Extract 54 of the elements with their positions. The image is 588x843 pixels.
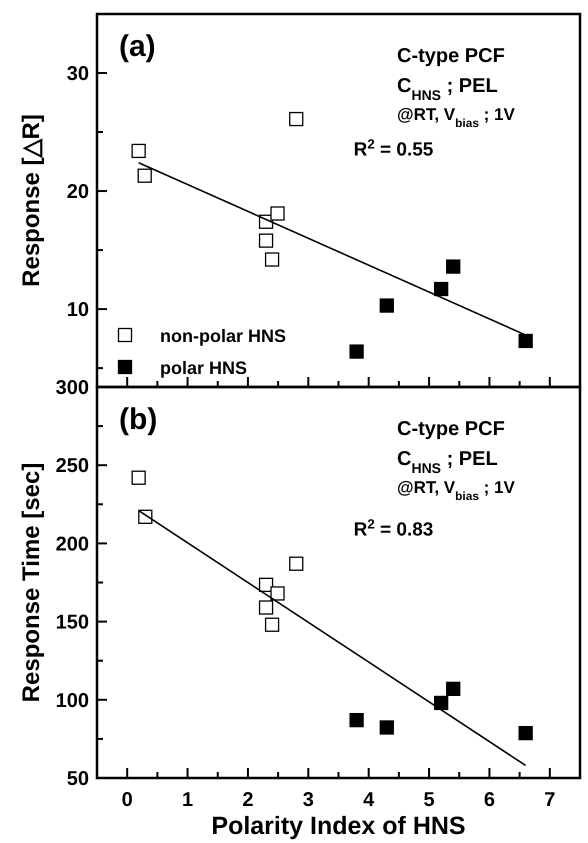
point — [289, 556, 304, 571]
y-tick-label: 200 — [56, 533, 89, 556]
y-tick-label: 20 — [66, 181, 89, 204]
point — [289, 112, 304, 126]
annotation: R$^{2}$ = 0.83 — [354, 516, 434, 541]
point — [264, 618, 280, 632]
legend-label: polar HNS — [160, 358, 248, 378]
point — [518, 334, 533, 348]
point — [349, 712, 364, 728]
annotation: @RT, V$_{bias}$ ; 1V — [397, 105, 516, 130]
point — [258, 600, 274, 615]
point — [258, 578, 274, 592]
point — [446, 682, 460, 696]
point — [270, 206, 285, 221]
y-tick-label: 300 — [56, 377, 89, 399]
annotation: @RT, V$_{bias}$ ; 1V — [397, 478, 516, 503]
annotation: (b) — [119, 403, 158, 436]
x-axis-title: Polarity Index of HNS — [211, 812, 466, 840]
x-tick-label: 3 — [302, 789, 314, 811]
annotation: C-type PCF — [397, 418, 505, 440]
point — [132, 470, 146, 485]
point — [434, 282, 448, 296]
x-tick-label: 6 — [484, 789, 495, 811]
x-tick-label: 5 — [424, 789, 435, 811]
x-tick-label: 1 — [182, 789, 194, 811]
point — [518, 726, 533, 740]
y-tick-label: 10 — [66, 299, 89, 322]
x-tick-label: 7 — [544, 789, 556, 811]
annotation: C$_{HNS}$ ; PEL — [397, 448, 498, 476]
point — [380, 298, 394, 313]
x-tick-label: 2 — [242, 789, 254, 811]
y-tick-label: 250 — [56, 455, 89, 478]
annotation: C-type PCF — [397, 45, 505, 67]
point — [270, 586, 285, 601]
point — [380, 720, 394, 735]
annotation: C$_{HNS}$ ; PEL — [397, 75, 498, 103]
point — [434, 696, 448, 710]
y-tick-label: 30 — [66, 63, 89, 86]
point — [132, 144, 146, 158]
point — [138, 168, 152, 183]
y-tick-label: 150 — [56, 612, 89, 634]
x-tick-label: 4 — [363, 789, 376, 811]
point — [264, 252, 280, 267]
y-tick-label: 50 — [66, 768, 89, 790]
point — [446, 259, 460, 274]
y-axis-title: Response [△R] — [18, 114, 45, 287]
y-tick-label: 100 — [56, 690, 89, 712]
x-tick-label: 0 — [122, 789, 133, 811]
annotation: R$^{2}$ = 0.55 — [354, 136, 434, 161]
legend-label: non-polar HNS — [160, 326, 286, 346]
point — [258, 233, 274, 248]
point — [349, 344, 364, 359]
y-axis-title: Response Time [sec] — [18, 462, 45, 702]
annotation: (a) — [119, 30, 156, 63]
